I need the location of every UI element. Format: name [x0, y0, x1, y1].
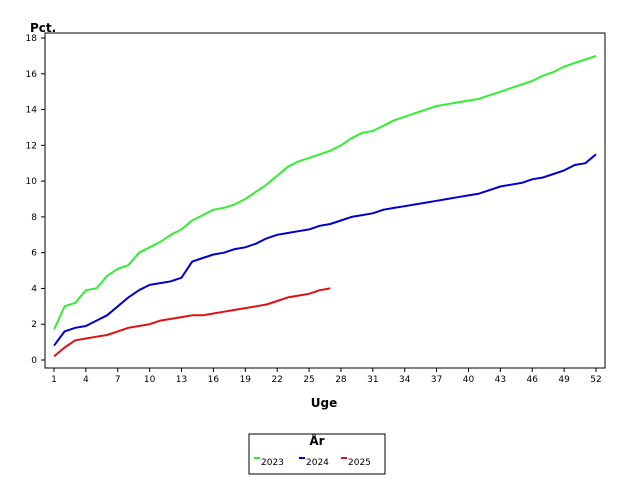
- legend-entries: 2023 2024 2025: [254, 457, 371, 468]
- x-tick-label: 52: [590, 375, 601, 385]
- x-tick-label: 10: [144, 375, 156, 385]
- series-line-2025: [53, 287, 331, 358]
- x-tick-label: 13: [176, 375, 187, 385]
- y-axis-ticks: 0 2 4 6 8 10 12 14 16 18: [26, 34, 45, 366]
- series-line-2024: [53, 153, 597, 347]
- x-tick-label: 34: [399, 375, 411, 385]
- x-tick-label: 7: [115, 375, 121, 385]
- y-tick-label: 10: [26, 177, 38, 187]
- x-axis-title: Uge: [311, 396, 337, 410]
- y-tick-label: 18: [26, 34, 38, 44]
- x-tick-label: 16: [208, 375, 220, 385]
- x-tick-label: 43: [495, 375, 506, 385]
- legend-label-2024: 2024: [306, 458, 329, 468]
- series-line-2023: [53, 54, 597, 331]
- y-tick-label: 16: [26, 70, 38, 80]
- x-tick-label: 1: [51, 375, 57, 385]
- y-axis-title: Pct.: [30, 21, 56, 35]
- legend-box: [248, 433, 386, 475]
- x-tick-label: 40: [463, 375, 475, 385]
- x-tick-label: 37: [431, 375, 442, 385]
- legend-label-2025: 2025: [348, 458, 371, 468]
- y-tick-label: 2: [31, 320, 37, 330]
- x-tick-label: 31: [367, 375, 378, 385]
- x-tick-label: 46: [527, 375, 539, 385]
- x-tick-label: 49: [558, 375, 570, 385]
- legend-label-2023: 2023: [261, 458, 284, 468]
- x-tick-label: 4: [83, 375, 89, 385]
- x-axis-ticks: 1 4 7 10 13 16 19 22 25 28 31 34 37 40 43 46 49 52: [51, 368, 602, 385]
- y-tick-label: 6: [31, 249, 37, 259]
- y-tick-label: 14: [26, 106, 38, 116]
- x-tick-label: 19: [240, 375, 252, 385]
- y-tick-label: 0: [31, 356, 37, 366]
- series-lines: [53, 54, 597, 358]
- x-tick-label: 25: [303, 375, 314, 385]
- legend: År 2023 2024 2025: [248, 433, 386, 475]
- y-tick-label: 8: [31, 213, 37, 223]
- y-tick-label: 12: [26, 141, 37, 151]
- y-tick-label: 4: [31, 284, 37, 294]
- legend-title: År: [309, 433, 324, 448]
- x-tick-label: 28: [335, 375, 347, 385]
- x-tick-label: 22: [271, 375, 282, 385]
- plot-frame: [44, 32, 606, 369]
